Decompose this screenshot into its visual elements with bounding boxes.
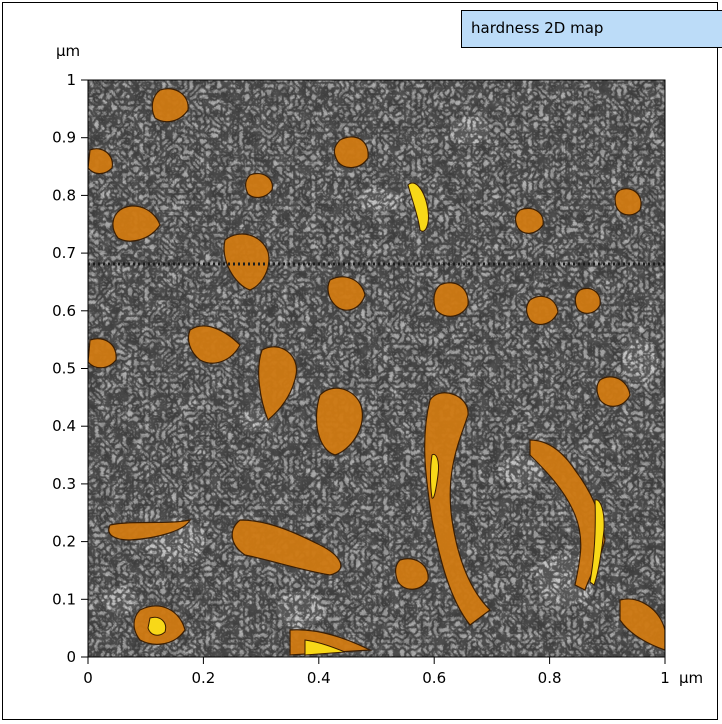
- x-axis-labels: 0 0.2 0.4 0.6 0.8 1: [83, 669, 670, 687]
- x-tick-label: 0: [83, 669, 93, 687]
- x-tick-label: 1: [660, 669, 670, 687]
- y-tick-label: 0.5: [52, 360, 76, 378]
- y-tick-label: 0.9: [52, 129, 76, 147]
- y-unit-label: µm: [56, 42, 80, 60]
- y-tick-label: 0.6: [52, 302, 76, 320]
- x-tick-label: 0.8: [538, 669, 562, 687]
- y-tick-label: 0.1: [52, 590, 76, 608]
- y-tick-label: 0.2: [52, 533, 76, 551]
- y-axis-labels: 0 0.1 0.2 0.3 0.4 0.5 0.6 0.7 0.8 0.9 1: [52, 71, 76, 666]
- y-tick-label: 1: [66, 71, 76, 89]
- bright-phase-regions: [147, 182, 605, 656]
- x-tick-label: 0.6: [422, 669, 446, 687]
- y-tick-label: 0.8: [52, 186, 76, 204]
- x-tick-label: 0.4: [307, 669, 331, 687]
- y-tick-label: 0.4: [52, 417, 76, 435]
- y-tick-label: 0: [66, 648, 76, 666]
- hard-phase-regions: [88, 88, 665, 656]
- x-unit-label: µm: [679, 669, 703, 687]
- x-tick-label: 0.2: [191, 669, 215, 687]
- y-tick-label: 0.7: [52, 244, 76, 262]
- axis-ticks: [81, 79, 666, 664]
- y-tick-label: 0.3: [52, 475, 76, 493]
- image-title: hardness 2D map: [461, 10, 722, 48]
- dark-pores: [88, 80, 665, 657]
- afm-image: [88, 80, 665, 657]
